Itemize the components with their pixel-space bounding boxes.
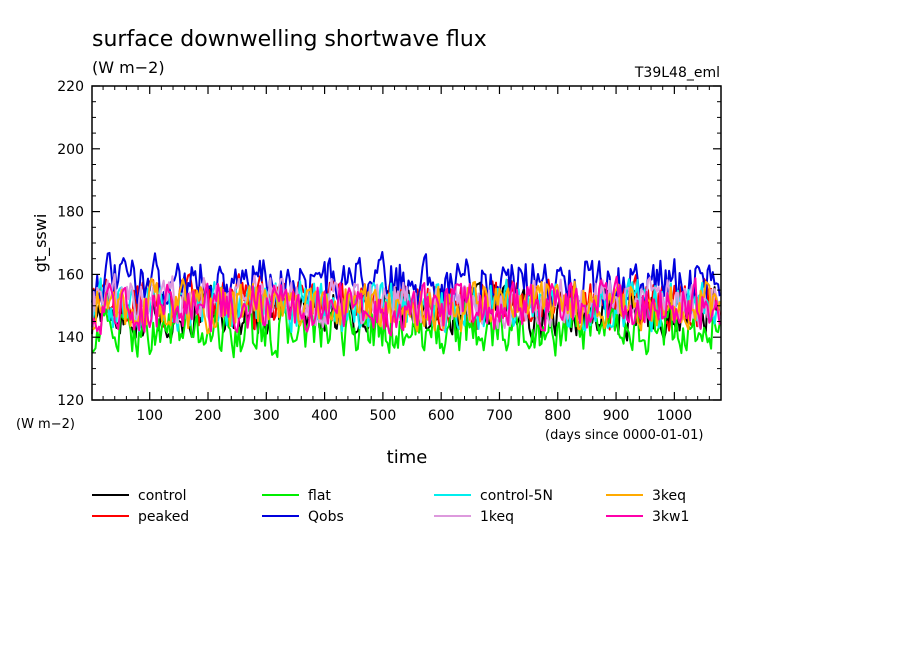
legend-label: control (138, 488, 187, 504)
x-tick-label: 400 (311, 408, 338, 424)
y-axis-label: gt_sswi (31, 214, 51, 273)
y-tick-label: 120 (57, 393, 84, 409)
x-tick-label: 800 (544, 408, 571, 424)
legend-label: peaked (138, 509, 189, 525)
y-tick-label: 220 (57, 79, 84, 95)
legend-label: flat (308, 488, 331, 504)
x-tick-label: 100 (136, 408, 163, 424)
experiment-label: T39L48_eml (634, 65, 720, 81)
legend-label: 3kw1 (652, 509, 689, 525)
x-tick-label: 900 (603, 408, 630, 424)
y-tick-label: 140 (57, 330, 84, 346)
legend-label: 1keq (480, 509, 514, 525)
chart-units: (W m−2) (92, 58, 165, 77)
series-line-3keq (91, 277, 721, 335)
y-tick-label: 200 (57, 142, 84, 158)
x-tick-label: 500 (370, 408, 397, 424)
x-axis-units: (days since 0000-01-01) (545, 428, 703, 443)
plot-frame (91, 85, 722, 401)
x-tick-label: 700 (486, 408, 513, 424)
x-axis-label: time (387, 447, 428, 468)
legend-label: Qobs (308, 509, 344, 525)
x-tick-label: 200 (195, 408, 222, 424)
y-tick-label: 160 (57, 267, 84, 283)
chart-title: surface downwelling shortwave flux (92, 27, 487, 52)
x-tick-label: 600 (428, 408, 455, 424)
series-line-flat (91, 299, 721, 359)
y-tick-label: 180 (57, 205, 84, 221)
y-axis-units: (W m−2) (16, 417, 75, 432)
axis-ticks: 120 140 160 180 200 220 100 200 300 400 500 600 700 8… (57, 79, 721, 424)
legend-label: 3keq (652, 488, 686, 504)
x-tick-label: 300 (253, 408, 280, 424)
series-line-3kw1 (91, 275, 721, 337)
legend-label: control-5N (480, 488, 553, 504)
series-layer (91, 251, 721, 359)
x-tick-label: 1000 (657, 408, 693, 424)
legend: control peaked flat Qobs control-5N 1keq 3keq 3… (92, 488, 689, 525)
